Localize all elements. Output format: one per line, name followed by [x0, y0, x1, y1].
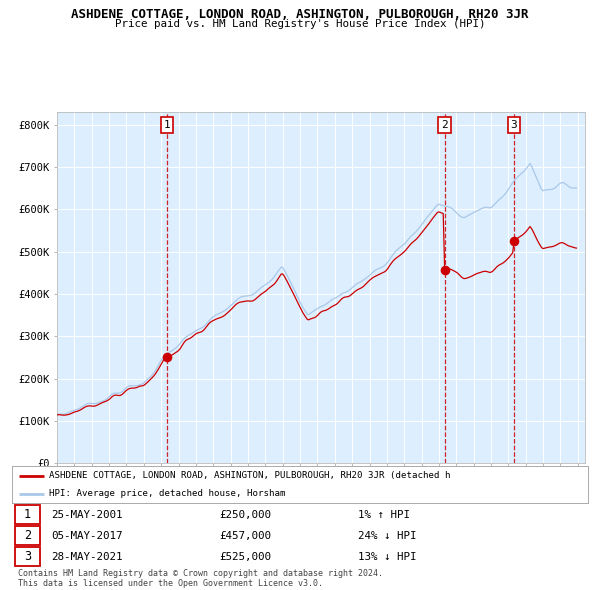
Point: [440, 265, 449, 274]
Text: 2: 2: [441, 120, 448, 130]
Text: 2: 2: [24, 529, 31, 542]
Text: Price paid vs. HM Land Registry's House Price Index (HPI): Price paid vs. HM Land Registry's House …: [115, 19, 485, 29]
Text: £457,000: £457,000: [220, 531, 271, 540]
Text: 1: 1: [164, 120, 170, 130]
Point: [162, 353, 172, 362]
Text: 24% ↓ HPI: 24% ↓ HPI: [358, 531, 416, 540]
Text: 25-MAY-2001: 25-MAY-2001: [51, 510, 122, 520]
Text: £525,000: £525,000: [220, 552, 271, 562]
Text: 1% ↑ HPI: 1% ↑ HPI: [358, 510, 410, 520]
Text: Contains HM Land Registry data © Crown copyright and database right 2024.: Contains HM Land Registry data © Crown c…: [18, 569, 383, 578]
Text: HPI: Average price, detached house, Horsham: HPI: Average price, detached house, Hors…: [49, 489, 286, 499]
Text: 05-MAY-2017: 05-MAY-2017: [51, 531, 122, 540]
Text: 1: 1: [24, 508, 31, 521]
Text: 3: 3: [511, 120, 517, 130]
Text: 13% ↓ HPI: 13% ↓ HPI: [358, 552, 416, 562]
Text: ASHDENE COTTAGE, LONDON ROAD, ASHINGTON, PULBOROUGH, RH20 3JR (detached h: ASHDENE COTTAGE, LONDON ROAD, ASHINGTON,…: [49, 471, 451, 480]
Text: £250,000: £250,000: [220, 510, 271, 520]
FancyBboxPatch shape: [16, 505, 40, 525]
Point: [509, 237, 519, 246]
FancyBboxPatch shape: [16, 547, 40, 566]
Text: 3: 3: [24, 550, 31, 563]
Text: This data is licensed under the Open Government Licence v3.0.: This data is licensed under the Open Gov…: [18, 579, 323, 588]
Text: ASHDENE COTTAGE, LONDON ROAD, ASHINGTON, PULBOROUGH, RH20 3JR: ASHDENE COTTAGE, LONDON ROAD, ASHINGTON,…: [71, 8, 529, 21]
Text: 28-MAY-2021: 28-MAY-2021: [51, 552, 122, 562]
FancyBboxPatch shape: [16, 526, 40, 545]
